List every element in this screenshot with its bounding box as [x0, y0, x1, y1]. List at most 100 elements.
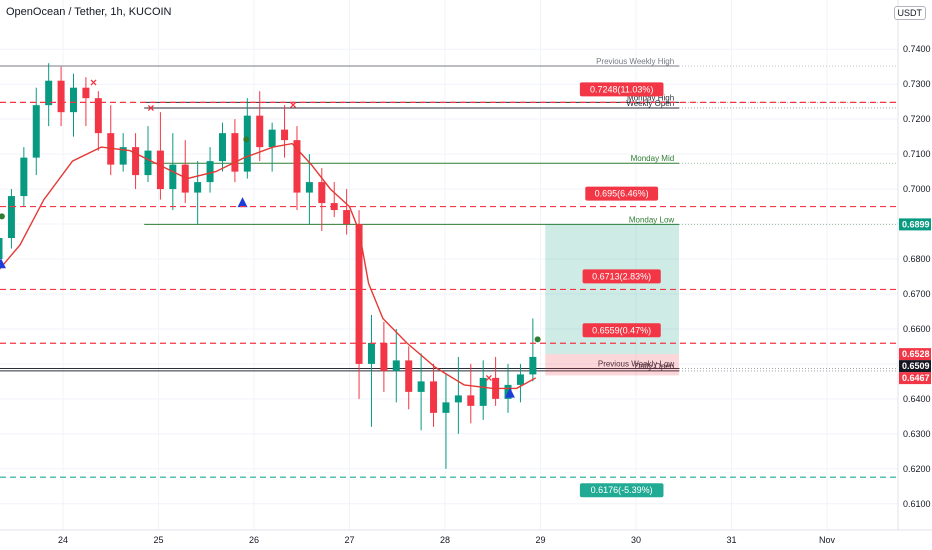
price-scale-value: 0.6899 [902, 219, 930, 229]
candle-body [144, 150, 152, 176]
x-tick-label: Nov [819, 535, 836, 545]
signal-dot-icon [243, 136, 250, 143]
x-tick-label: 26 [249, 535, 259, 545]
candle-body [405, 360, 413, 392]
price-axis-bg [898, 0, 932, 550]
long-position-tool[interactable] [545, 224, 679, 376]
target-label-box [582, 269, 661, 284]
level-label: Weekly Open [626, 99, 674, 108]
candle-body [132, 147, 140, 176]
candle-body [367, 342, 375, 364]
price-scale-value: 0.6528 [902, 349, 930, 359]
level-label: Monday High [627, 93, 674, 102]
level-label: Daily Open [635, 362, 675, 371]
target-label: 0.6559(0.47%) [592, 325, 651, 335]
candle-body [454, 395, 462, 403]
y-tick-label: 0.6400 [903, 394, 931, 404]
y-tick-label: 0.7100 [903, 149, 931, 159]
candle-body [430, 381, 438, 413]
x-tick-label: 29 [535, 535, 545, 545]
candle-body [305, 182, 313, 193]
target-label-box [579, 82, 664, 97]
candle-body [82, 87, 90, 99]
grid [0, 0, 898, 530]
price-scale-tag [899, 360, 931, 373]
signal-dot-icon [534, 336, 541, 343]
chart-title: OpenOcean / Tether, 1h, KUCOIN [6, 6, 172, 18]
level-label: Previous Weekly High [596, 57, 674, 66]
y-tick-label: 0.6800 [903, 254, 931, 264]
candle-body [181, 164, 189, 193]
time-axis-bg [0, 530, 932, 550]
target-levels: 0.7248(11.03%) 0.695(6.46%) 0.6713(2.83%) 0… [0, 82, 898, 498]
y-tick-label: 0.7200 [903, 114, 931, 124]
candle-body [0, 238, 3, 260]
y-tick-label: 0.6100 [903, 499, 931, 509]
y-tick-label: 0.6300 [903, 429, 931, 439]
x-tick-label: 30 [631, 535, 641, 545]
sell-cross-icon: × [90, 75, 97, 89]
target-label: 0.695(6.46%) [595, 189, 649, 199]
candle-body [20, 157, 28, 197]
candle-body [343, 210, 351, 225]
candle-body [392, 360, 400, 371]
candle-body [45, 80, 53, 106]
y-tick-label: 0.7300 [903, 79, 931, 89]
candle-body [417, 381, 425, 392]
candle-body [442, 402, 450, 413]
candle-body [70, 87, 78, 113]
candles [0, 63, 537, 469]
buy-triangle-icon [0, 258, 6, 269]
price-scale-value: 0.6467 [902, 373, 930, 383]
y-tick-label: 0.7400 [903, 44, 931, 54]
candle-body [7, 196, 15, 239]
candle-body [529, 356, 537, 375]
ema-line [0, 142, 537, 390]
candle-body [479, 377, 487, 406]
price-scale-labels: 0.6899 0.6528 0.6509 0.6467 [899, 218, 931, 385]
candle-body [156, 150, 164, 190]
currency-button[interactable]: USDT [893, 6, 926, 20]
price-scale-tag [899, 348, 931, 361]
candle-body [94, 98, 102, 134]
target-label-box [579, 483, 664, 498]
candle-body [206, 161, 214, 183]
candle-body [268, 129, 276, 148]
level-label: Previous Weekly Low [598, 359, 675, 368]
x-tick-label: 31 [726, 535, 736, 545]
sell-cross-icon: × [485, 371, 492, 385]
level-label: Monday Mid [631, 154, 675, 163]
sell-cross-icon: × [290, 98, 297, 112]
candle-body [281, 129, 289, 141]
x-tick-label: 25 [153, 535, 163, 545]
candle-body [355, 224, 363, 364]
x-tick-label: 27 [344, 535, 354, 545]
candle-body [57, 80, 65, 113]
target-label: 0.7248(11.03%) [590, 84, 653, 94]
target-label: 0.6713(2.83%) [592, 271, 651, 281]
candle-body [467, 395, 475, 406]
sell-cross-icon: × [147, 101, 154, 115]
y-tick-label: 0.6200 [903, 464, 931, 474]
target-label-box [582, 323, 661, 338]
price-scale-tag [899, 372, 931, 385]
moving-average [0, 142, 537, 390]
candle-body [256, 115, 264, 148]
candle-body [231, 133, 239, 172]
level-label: Monday Low [629, 215, 675, 224]
loss-zone [545, 354, 679, 376]
candle-body [169, 164, 177, 190]
candle-body [318, 182, 326, 204]
candle-body [194, 182, 202, 193]
signal-markers: × × × × [0, 75, 541, 398]
candle-body [218, 133, 226, 162]
candle-body [119, 147, 127, 165]
x-tick-label: 24 [58, 535, 68, 545]
candle-body [293, 140, 301, 193]
x-tick-label: 28 [440, 535, 450, 545]
candle-body [32, 105, 40, 158]
candle-body [516, 374, 524, 385]
